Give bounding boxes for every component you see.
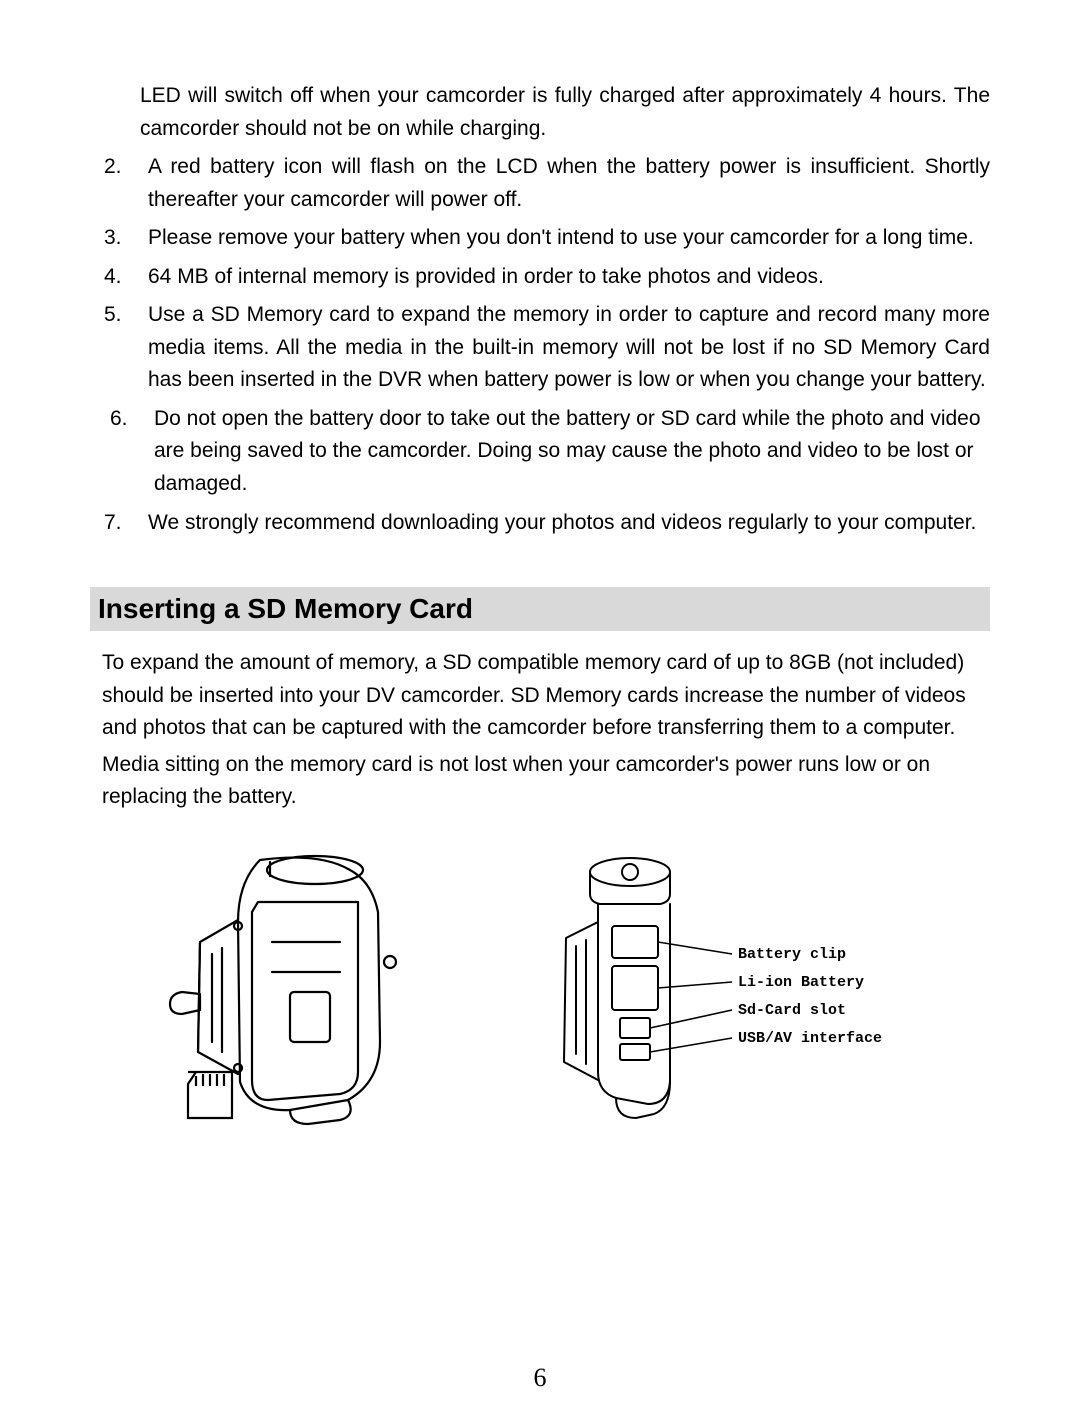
list-item: 6. Do not open the battery door to take … [104,403,990,501]
numbered-list: 2. A red battery icon will flash on the … [98,151,990,539]
list-number: 7. [98,507,148,540]
section-heading: Inserting a SD Memory Card [90,587,990,631]
figure-camcorder-sdcard [140,842,440,1137]
page-number: 6 [0,1363,1080,1393]
camcorder-labels-diagram-icon: Battery clip Li-ion Battery Sd-Card slot… [520,842,940,1132]
list-number: 4. [98,261,148,294]
list-number: 2. [98,151,148,216]
list-item: 2. A red battery icon will flash on the … [98,151,990,216]
paragraph: To expand the amount of memory, a SD com… [102,647,978,745]
list-number: 5. [98,299,148,397]
paragraph: Media sitting on the memory card is not … [102,749,978,814]
list-item-1-continuation: LED will switch off when your camcorder … [140,80,990,145]
list-item: 4. 64 MB of internal memory is provided … [98,261,990,294]
list-text: 64 MB of internal memory is provided in … [148,261,990,294]
list-text: Please remove your battery when you don'… [148,222,990,255]
diagram-label: Battery clip [738,946,846,963]
list-number: 3. [98,222,148,255]
diagram-label: Li-ion Battery [738,974,864,991]
list-text: A red battery icon will flash on the LCD… [148,151,990,216]
list-item: 5. Use a SD Memory card to expand the me… [98,299,990,397]
diagram-label: USB/AV interface [738,1030,882,1047]
list-number: 6. [104,403,154,501]
list-text: Do not open the battery door to take out… [154,403,990,501]
list-text: Use a SD Memory card to expand the memor… [148,299,990,397]
list-text: We strongly recommend downloading your p… [148,507,990,540]
diagram-label: Sd-Card slot [738,1002,846,1019]
figures-row: Battery clip Li-ion Battery Sd-Card slot… [90,842,990,1137]
camcorder-diagram-icon [140,842,440,1132]
page: LED will switch off when your camcorder … [0,0,1080,1427]
list-item: 7. We strongly recommend downloading you… [98,507,990,540]
figure-camcorder-labels: Battery clip Li-ion Battery Sd-Card slot… [520,842,940,1137]
list-item: 3. Please remove your battery when you d… [98,222,990,255]
